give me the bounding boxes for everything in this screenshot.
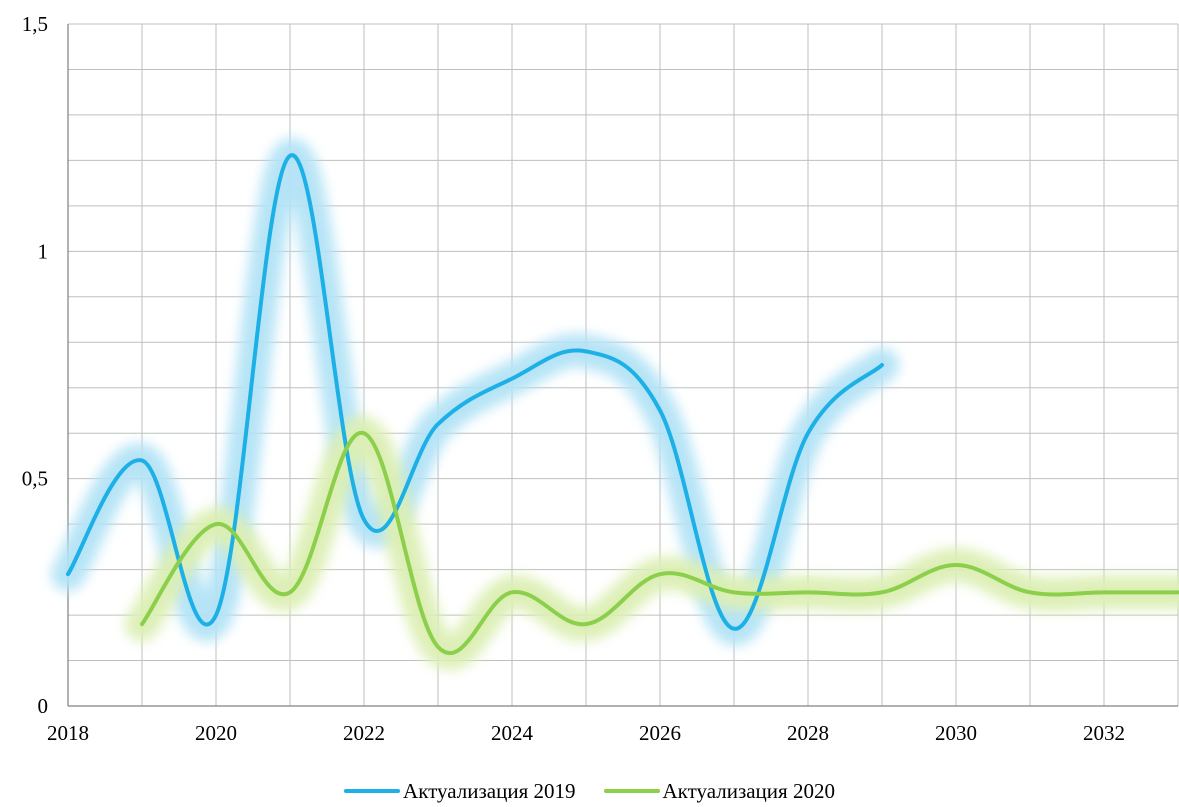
y-tick-label: 0,5 xyxy=(22,467,48,491)
y-tick-label: 1,5 xyxy=(22,12,48,36)
y-tick-label: 0 xyxy=(38,694,49,718)
x-tick-label: 2022 xyxy=(343,721,385,745)
series-line-0 xyxy=(66,153,884,631)
x-tick-label: 2026 xyxy=(639,721,681,745)
y-tick-label: 1 xyxy=(38,239,49,263)
x-tick-label: 2032 xyxy=(1083,721,1125,745)
legend-label-2020: Актуализация 2020 xyxy=(662,778,835,803)
x-tick-label: 2018 xyxy=(47,721,89,745)
legend-item-2019: Актуализация 2019 xyxy=(344,778,576,804)
x-tick-label: 2024 xyxy=(491,721,534,745)
legend: Актуализация 2019 Актуализация 2020 xyxy=(0,776,1179,806)
y-axis-ticks: 0 0,5 1 1,5 xyxy=(22,12,48,718)
axes xyxy=(67,24,1178,707)
legend-label-2019: Актуализация 2019 xyxy=(403,778,576,803)
legend-item-2020: Актуализация 2020 xyxy=(603,778,835,804)
legend-swatch-2020 xyxy=(603,789,660,793)
x-axis-ticks: 2018 2020 2022 2024 2026 2028 2030 2032 xyxy=(47,721,1125,745)
x-tick-label: 2028 xyxy=(787,721,829,745)
series-glows xyxy=(51,138,1179,670)
x-tick-label: 2020 xyxy=(195,721,237,745)
x-tick-label: 2030 xyxy=(935,721,977,745)
line-chart: 2018 2020 2022 2024 2026 2028 2030 2032 0 0,5 1 1,… xyxy=(22,12,1179,745)
legend-swatch-2019 xyxy=(344,789,401,793)
series-lines xyxy=(66,153,1179,656)
series-line-1 xyxy=(140,431,1179,656)
